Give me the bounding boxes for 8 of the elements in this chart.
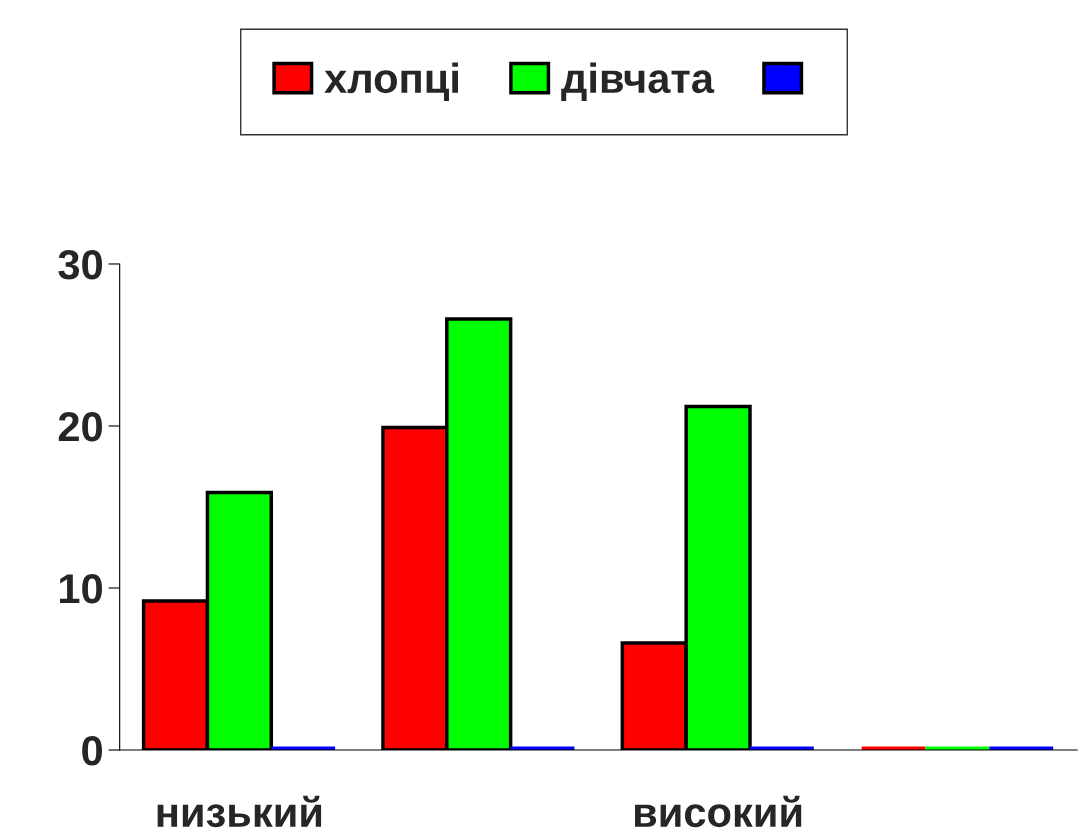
y-tick-label: 20 — [58, 411, 102, 442]
y-tick-label: 30 — [58, 249, 102, 280]
legend-label: дівчата — [561, 62, 715, 102]
y-tick-label: 0 — [82, 736, 102, 766]
x-tick-label: низький — [157, 795, 322, 828]
y-tick-label: 10 — [59, 574, 102, 604]
legend-label: хлопці — [324, 62, 458, 102]
x-tick-label: високий — [635, 795, 802, 828]
